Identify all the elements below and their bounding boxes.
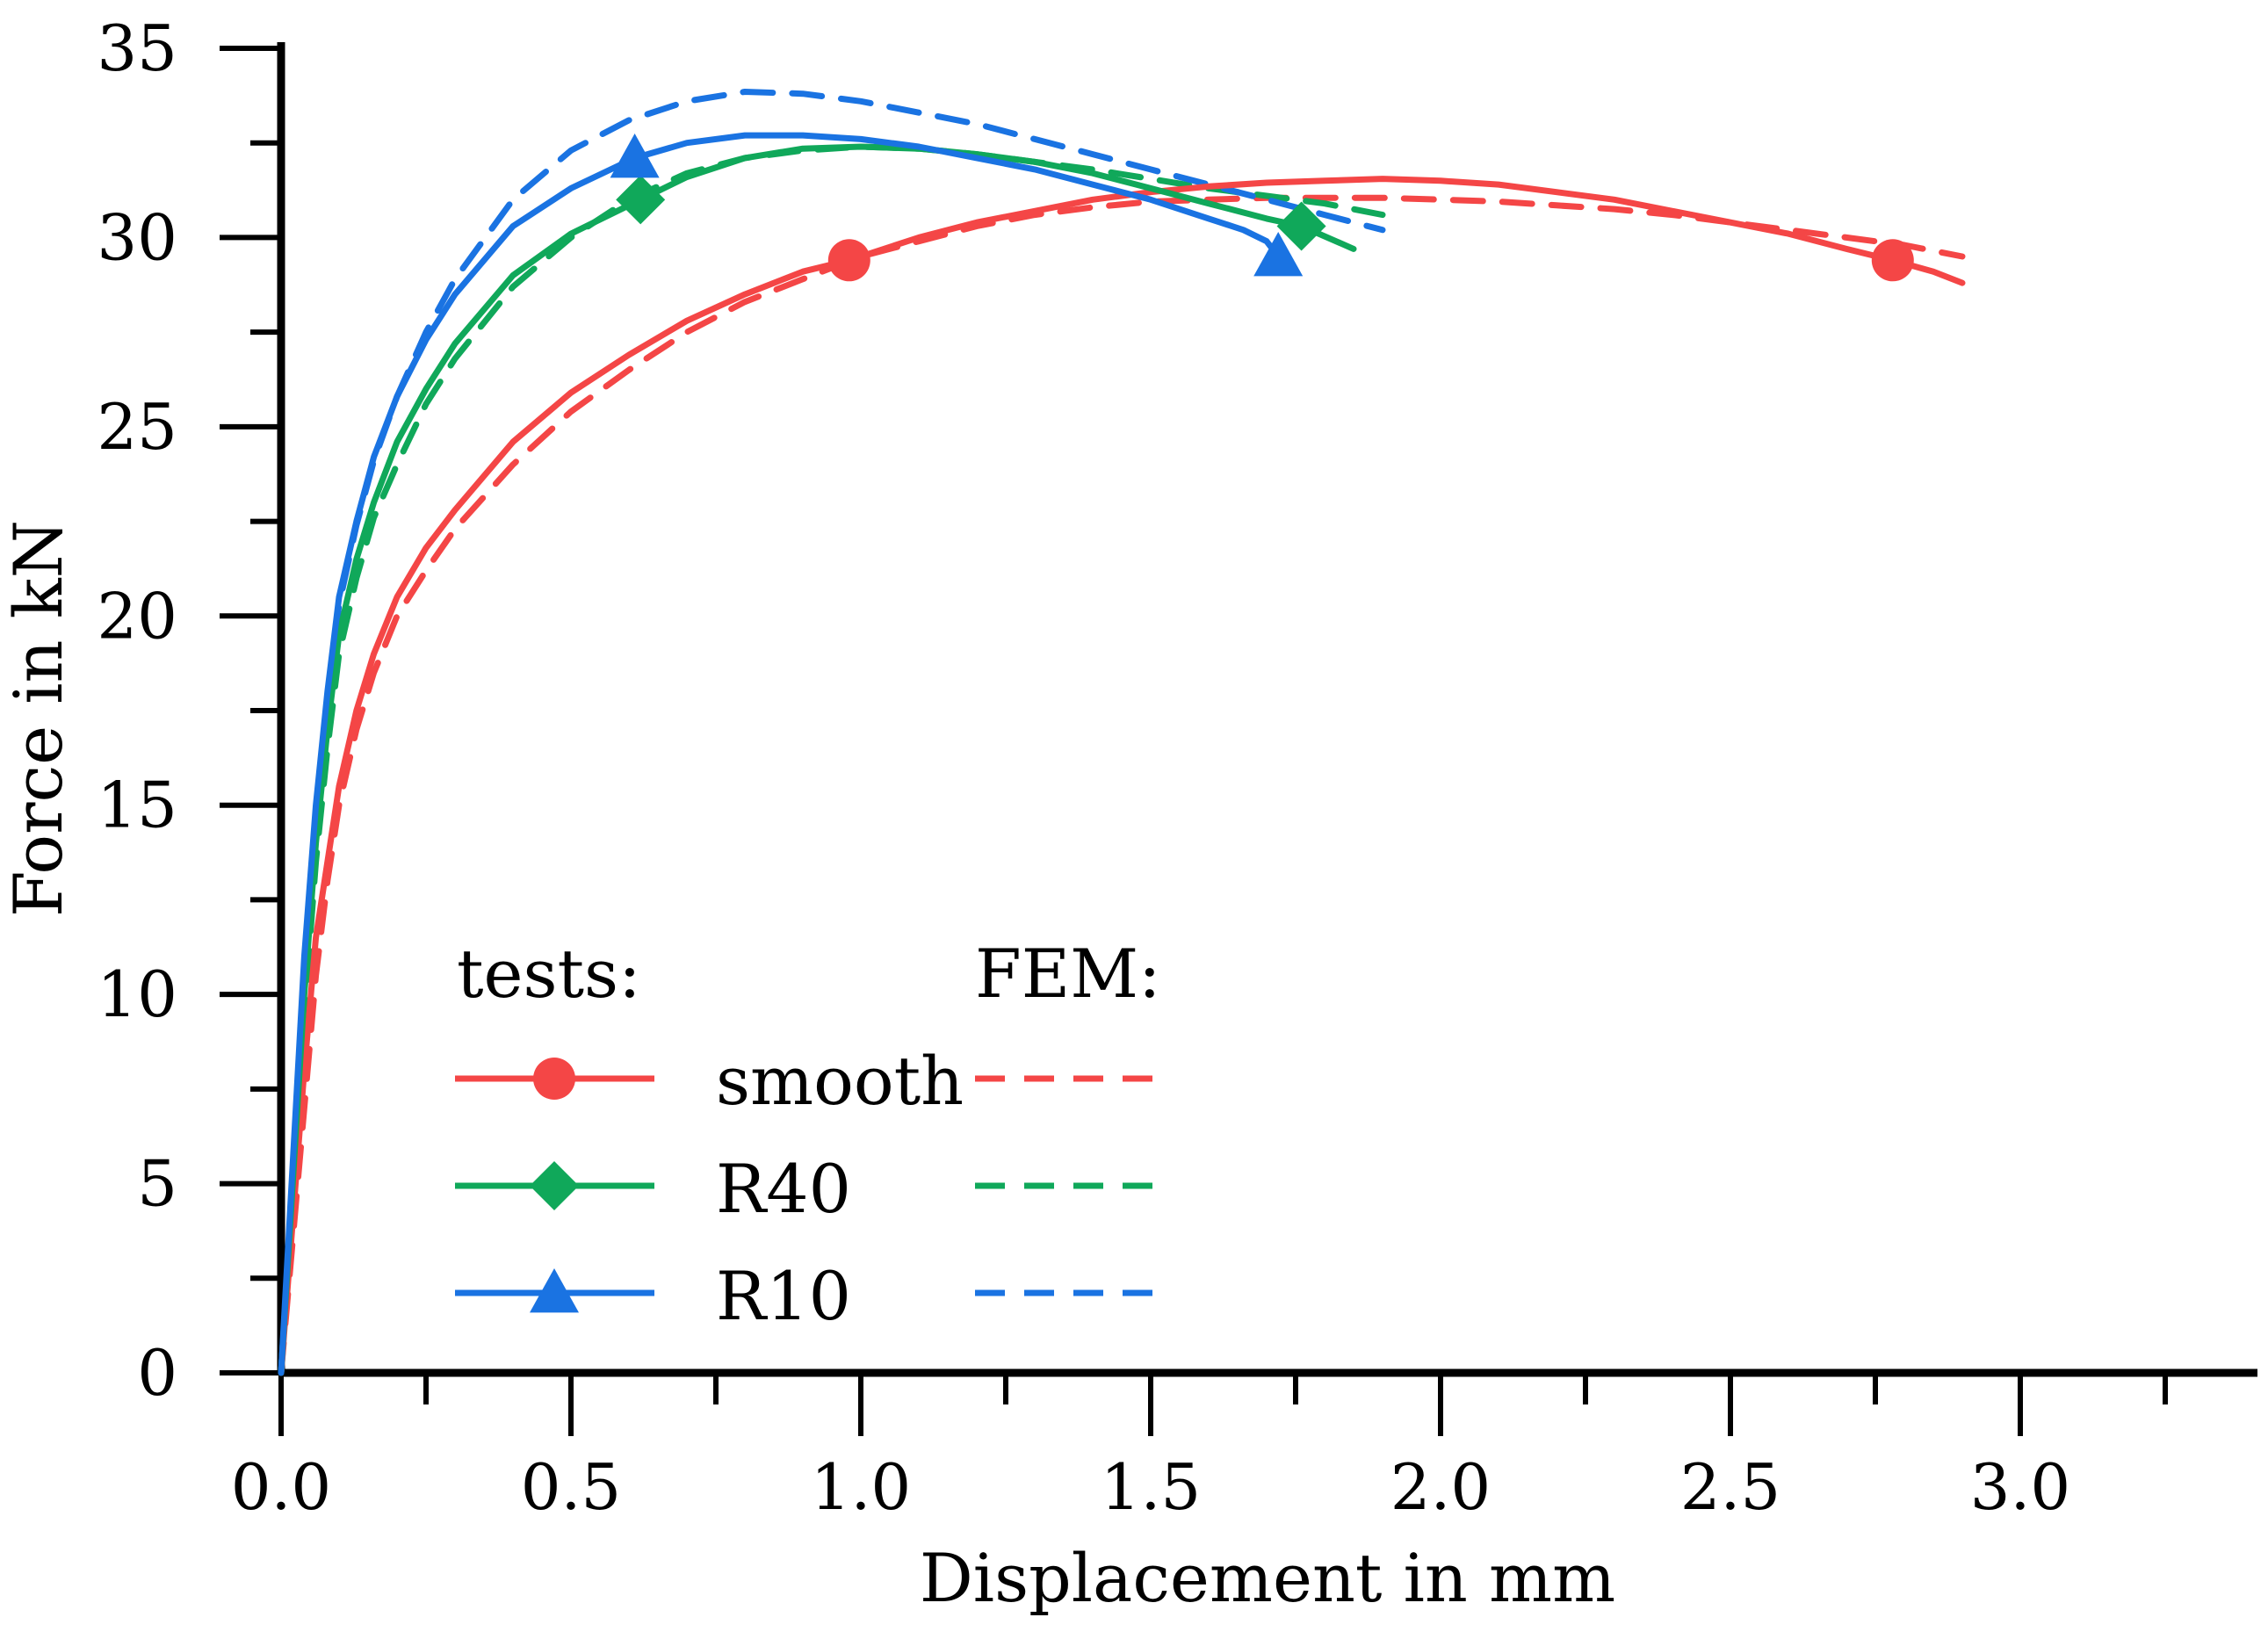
legend-label-r40: R40 <box>716 1150 851 1228</box>
x-tick-label: 3.0 <box>1970 1450 2071 1524</box>
y-tick-label: 5 <box>137 1147 177 1221</box>
x-tick-label: 2.0 <box>1390 1450 1492 1524</box>
marker-r10-triangle <box>1253 231 1304 277</box>
marker-r40-diamond <box>1276 201 1326 251</box>
legend-label-r10: R10 <box>716 1257 851 1335</box>
marker-smooth-circle <box>1871 239 1914 282</box>
y-axis-title: Force in kN <box>0 520 77 917</box>
marker-r10-triangle <box>610 133 660 178</box>
legend-marker-r40 <box>530 1161 579 1210</box>
y-tick-label: 10 <box>97 957 177 1031</box>
y-tick-label: 30 <box>97 200 177 274</box>
legend-fem-header: FEM: <box>975 935 1161 1013</box>
x-tick-label: 1.5 <box>1101 1450 1202 1524</box>
x-tick-label: 0.0 <box>231 1450 332 1524</box>
legend-swatches <box>455 1058 1164 1313</box>
legend-marker-r10 <box>530 1268 579 1313</box>
series-line-smooth-fem <box>278 194 1966 1376</box>
marker-smooth-circle <box>827 239 870 282</box>
legend-tests-header: tests: <box>457 935 641 1013</box>
legend-label-smooth: smooth <box>716 1042 964 1120</box>
x-tick-label: 1.0 <box>811 1450 912 1524</box>
y-tick-label: 20 <box>97 579 177 653</box>
series-line-smooth-test <box>278 176 1966 1376</box>
x-axis-title: Displacement in mm <box>920 1539 1615 1617</box>
x-tick-label: 2.5 <box>1680 1450 1781 1524</box>
y-tick-label: 15 <box>97 769 177 842</box>
axes: 0 5 10 15 20 25 30 35 0.0 0.5 1.0 1.5 2.0 2.5 3.0 <box>97 11 2257 1524</box>
y-tick-label: 25 <box>97 390 177 464</box>
x-tick-label: 0.5 <box>521 1450 622 1524</box>
legend-marker-smooth <box>533 1058 575 1100</box>
y-tick-label: 35 <box>97 11 177 85</box>
plot-area <box>278 89 1966 1376</box>
marker-r40-diamond <box>616 175 666 225</box>
y-tick-label: 0 <box>137 1336 177 1410</box>
legend: tests: FEM: smooth R40 R10 <box>455 935 1164 1335</box>
